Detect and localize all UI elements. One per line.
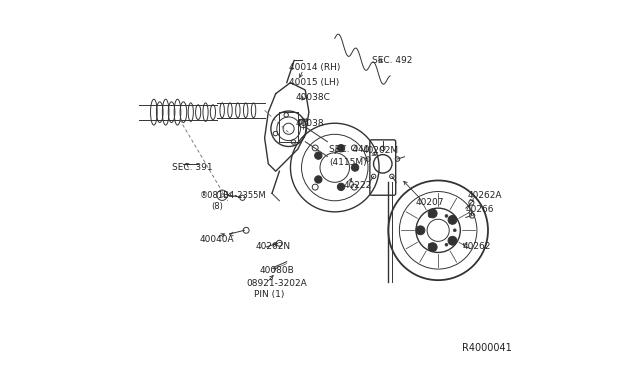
Text: 40262A: 40262A: [468, 191, 502, 200]
Circle shape: [428, 243, 431, 246]
Text: 40262N: 40262N: [255, 243, 291, 251]
Text: R4000041: R4000041: [462, 343, 512, 353]
Text: 40202M: 40202M: [362, 147, 399, 155]
Text: (4115M): (4115M): [329, 157, 367, 167]
Text: SEC. 440: SEC. 440: [329, 145, 370, 154]
Circle shape: [315, 176, 322, 183]
Circle shape: [445, 214, 448, 217]
Text: SEC. 391: SEC. 391: [172, 163, 213, 172]
Circle shape: [337, 183, 345, 190]
Circle shape: [351, 164, 359, 171]
Text: ®081B4-2355M: ®081B4-2355M: [200, 191, 267, 200]
Text: 40014 (RH): 40014 (RH): [289, 63, 340, 72]
Text: B: B: [220, 193, 224, 198]
Circle shape: [315, 152, 322, 159]
Text: 40262: 40262: [462, 243, 490, 251]
Text: 40207: 40207: [416, 198, 445, 207]
Circle shape: [445, 243, 448, 246]
Text: 08921-3202A: 08921-3202A: [246, 279, 307, 288]
Circle shape: [428, 214, 431, 217]
Text: 40038C: 40038C: [296, 93, 331, 102]
Circle shape: [453, 229, 456, 232]
Circle shape: [448, 215, 457, 224]
Text: SEC. 492: SEC. 492: [372, 56, 412, 65]
Text: PIN (1): PIN (1): [253, 291, 284, 299]
Circle shape: [448, 236, 457, 245]
Text: 40038: 40038: [296, 119, 324, 128]
Text: 40266: 40266: [466, 205, 494, 215]
Circle shape: [428, 209, 437, 218]
Text: 40080B: 40080B: [259, 266, 294, 275]
Circle shape: [420, 229, 423, 232]
Circle shape: [416, 226, 425, 235]
Text: 40015 (LH): 40015 (LH): [289, 78, 339, 87]
Circle shape: [428, 243, 437, 251]
Text: 40222: 40222: [344, 182, 372, 190]
Text: 40040A: 40040A: [200, 235, 235, 244]
Circle shape: [337, 145, 345, 152]
Text: (8): (8): [211, 202, 223, 211]
